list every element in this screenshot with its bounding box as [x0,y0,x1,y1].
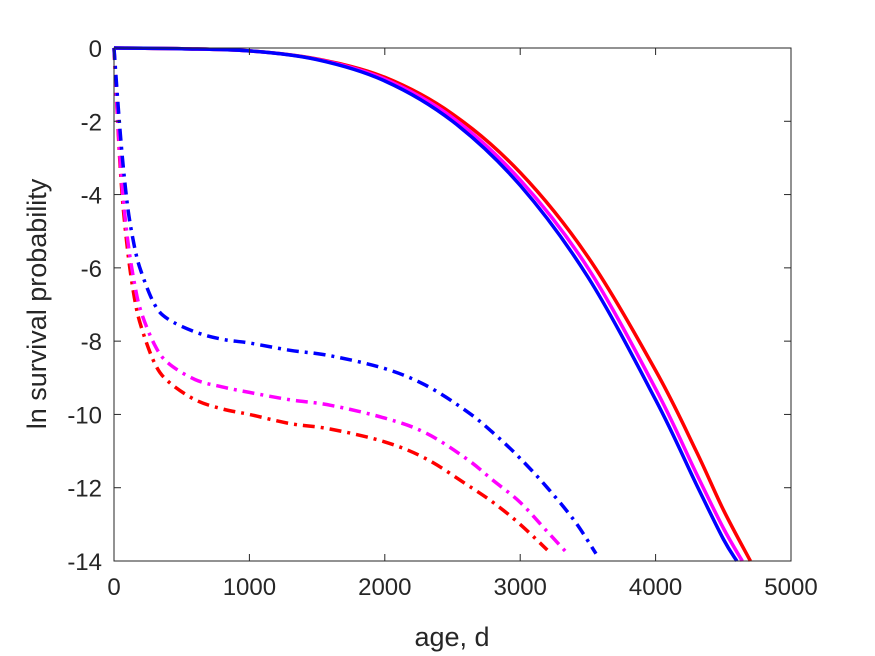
series-line-6 [112,47,598,555]
y-tick-label: -4 [81,183,102,210]
y-tick-label: -2 [81,109,102,136]
series-line-5 [112,47,569,555]
plot-area [114,48,791,561]
x-axis-label: age, d [414,622,489,652]
x-tick-label: 1000 [223,574,276,601]
y-axis-label: ln survival probability [22,178,52,429]
x-tick-label: 5000 [764,574,817,601]
y-tick-label: 0 [89,36,102,63]
y-tick-label: -8 [81,329,102,356]
series-line-4 [112,47,549,552]
plot-frame [113,47,792,562]
y-tick-label: -6 [81,256,102,283]
x-tick-label: 4000 [629,574,682,601]
x-tick-label: 0 [107,574,120,601]
y-tick-label: -14 [67,549,102,576]
x-tick-label: 3000 [494,574,547,601]
y-tick-label: -10 [67,402,102,429]
x-tick-label: 2000 [358,574,411,601]
y-tick-label: -12 [67,476,102,503]
tick-layer: 0 1000 2000 3000 4000 5000 0 -2 -4 -6 -8 -10 -12 -14 [67,36,817,601]
